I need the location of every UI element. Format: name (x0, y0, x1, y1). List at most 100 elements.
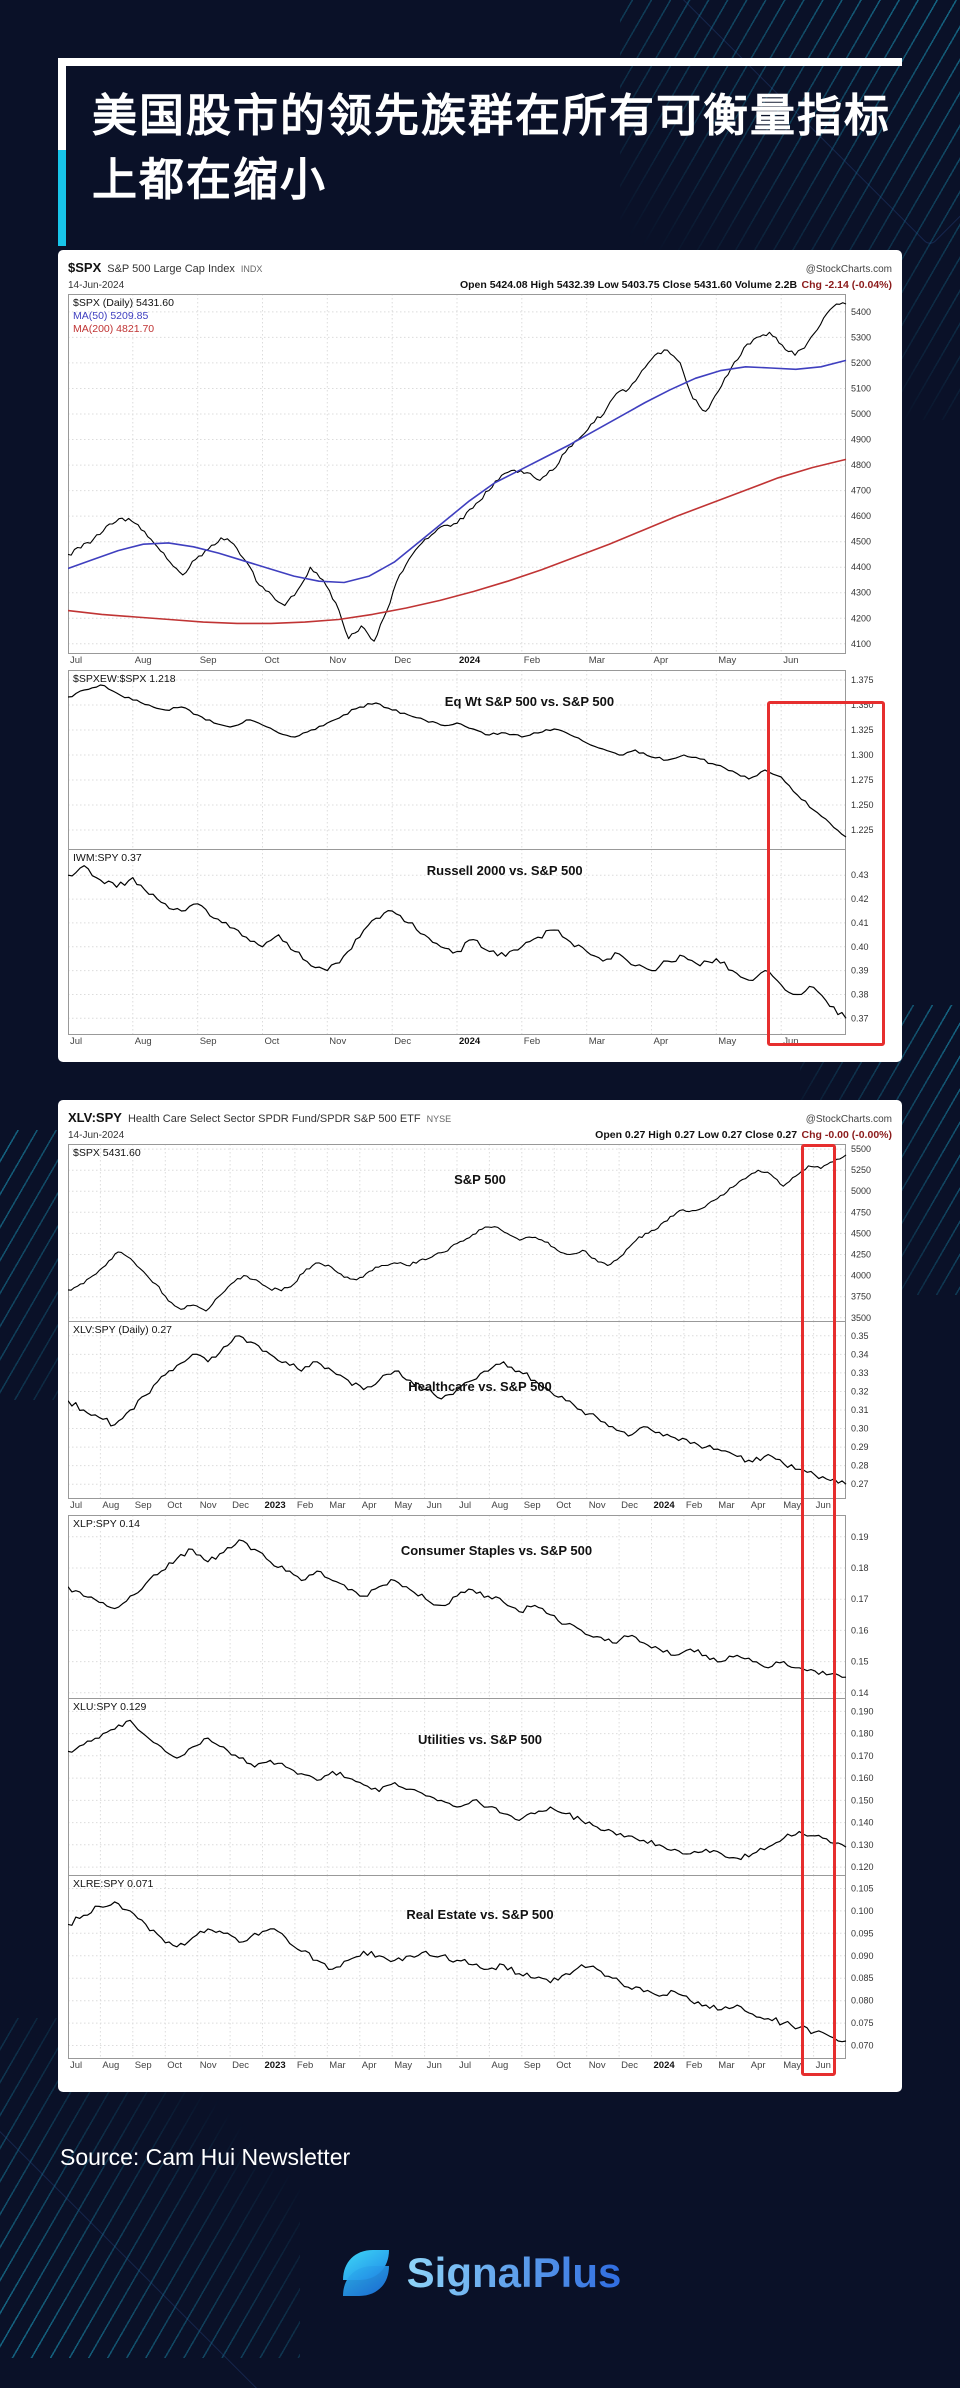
y-tick-label: 4600 (851, 511, 871, 521)
y-tick-label: 5200 (851, 358, 871, 368)
y-tick-label: 1.350 (851, 700, 874, 710)
month-label: Oct (264, 1036, 280, 1047)
month-label: Mar (329, 2060, 346, 2071)
month-label: Aug (134, 1036, 152, 1047)
page-title: 美国股市的领先族群在所有可衡量指标 上都在缩小 (58, 58, 902, 246)
month-label: Aug (102, 1500, 120, 1511)
month-label: Apr (750, 1500, 766, 1511)
month-label: Dec (232, 2060, 249, 2071)
month-label: Jul (70, 655, 83, 666)
y-tick-label: 0.32 (851, 1387, 869, 1397)
month-label: Jun (815, 1500, 831, 1511)
month-label: Oct (556, 1500, 572, 1511)
month-label: Sep (199, 655, 217, 666)
title-bracket-top (58, 58, 902, 66)
month-label: Aug (102, 2060, 120, 2071)
spx-chart-card: $SPX S&P 500 Large Cap Index INDX @Stock… (58, 250, 902, 1062)
month-label: Mar (588, 655, 606, 666)
y-tick-label: 4100 (851, 639, 871, 649)
month-label: Feb (685, 1500, 703, 1511)
x-axis-months: Jul Aug Sep Oct Nov Dec 2023 Feb Mar Apr May Jun Jul… (68, 2059, 892, 2075)
panel-label-xlre: Real Estate vs. S&P 500 (406, 1907, 554, 1922)
month-label: 2023 (264, 1500, 286, 1511)
y-tick-label: 4000 (851, 1271, 871, 1281)
y-tick-label: 0.35 (851, 1331, 869, 1341)
y-tick-label: 0.095 (851, 1928, 874, 1938)
y-tick-label: 0.090 (851, 1951, 874, 1961)
month-label: 2024 (459, 1036, 481, 1047)
month-label: Mar (718, 2060, 735, 2071)
month-label: Dec (621, 2060, 638, 2071)
y-tick-label: 0.150 (851, 1795, 874, 1805)
headline-line1: 美国股市的领先族群在所有可衡量指标 (92, 90, 892, 141)
y-tick-label: 0.085 (851, 1973, 874, 1983)
month-label: Oct (167, 1500, 183, 1511)
y-tick-label: 5250 (851, 1165, 871, 1175)
y-tick-label: 0.31 (851, 1405, 869, 1415)
brand-name: SignalPlus (406, 2249, 622, 2296)
month-label: Aug (491, 2060, 509, 2071)
legend-spx: $SPX (Daily) 5431.60 (73, 297, 174, 309)
month-label: Feb (296, 1500, 314, 1511)
sector-ratios-chart-card: XLV:SPY Health Care Select Sector SPDR F… (58, 1100, 902, 2092)
month-label: May (718, 655, 737, 666)
month-label: Jun (783, 1036, 799, 1047)
month-label: Oct (167, 2060, 183, 2071)
y-tick-label: 0.43 (851, 870, 869, 880)
x-axis-months: Jul Aug Sep Oct Nov Dec 2023 Feb Mar Apr May Jun Jul… (68, 1499, 892, 1515)
y-tick-label: 0.28 (851, 1461, 869, 1471)
month-label: Apr (361, 1500, 377, 1511)
month-label: Jun (815, 2060, 831, 2071)
y-tick-label: 0.075 (851, 2018, 874, 2028)
month-label: Feb (523, 1036, 541, 1047)
y-tick-label: 4400 (851, 562, 871, 572)
month-label: Jul (459, 2060, 472, 2071)
eqwt-ratio-panel: 1.375 1.350 1.325 1.300 1.275 1.250 1.225 $SPX… (68, 670, 892, 850)
month-label: May (394, 2060, 413, 2071)
month-label: Aug (134, 655, 152, 666)
y-tick-label: 1.250 (851, 800, 874, 810)
y-tick-label: 0.160 (851, 1773, 874, 1783)
month-label: Apr (653, 655, 669, 666)
signalplus-logo-icon (342, 2250, 389, 2296)
panel-label-xlu: Utilities vs. S&P 500 (417, 1732, 543, 1747)
spx-price-panel-2: 5500 5250 5000 4750 4500 4250 4000 3750 3500 $SP… (68, 1144, 892, 1322)
y-tick-label: 5000 (851, 409, 871, 419)
y-tick-label: 5000 (851, 1186, 871, 1196)
y-tick-label: 0.140 (851, 1818, 874, 1828)
y-tick-label: 5500 (851, 1144, 871, 1154)
month-label: Nov (588, 1500, 606, 1511)
headline: 美国股市的领先族群在所有可衡量指标 上都在缩小 (92, 84, 902, 212)
y-tick-label: 0.38 (851, 990, 869, 1000)
month-label: Apr (361, 2060, 377, 2071)
y-tick-label: 0.190 (851, 1706, 874, 1716)
y-tick-label: 0.27 (851, 1479, 869, 1489)
month-label: Nov (199, 1500, 217, 1511)
exchange-label: NYSE (426, 1114, 452, 1124)
realestate-ratio-panel: 0.105 0.100 0.095 0.090 0.085 0.080 0.075 0.070… (68, 1875, 892, 2059)
month-label: Dec (394, 1036, 412, 1047)
month-label: May (394, 1500, 413, 1511)
staples-ratio-panel: 0.19 0.18 0.17 0.16 0.15 0.14 XLP:SPY 0.14 Co… (68, 1515, 892, 1699)
y-tick-label: 0.105 (851, 1884, 874, 1894)
month-label: Mar (329, 1500, 346, 1511)
month-label: May (783, 1500, 802, 1511)
spx-price-panel: 5400 5300 5200 5100 5000 4900 4800 4700 4600 4500… (68, 294, 892, 654)
fund-name: Health Care Select Sector SPDR Fund/SPDR… (127, 1113, 421, 1125)
stockcharts-credit: @StockCharts.com (805, 264, 892, 275)
title-bracket-accent (58, 150, 66, 246)
month-label: Jul (70, 1500, 83, 1511)
y-tick-label: 0.34 (851, 1349, 869, 1359)
y-tick-label: 5400 (851, 307, 871, 317)
y-tick-label: 4250 (851, 1250, 871, 1260)
y-tick-label: 0.33 (851, 1368, 869, 1378)
y-tick-label: 4700 (851, 486, 871, 496)
month-label: Feb (523, 655, 541, 666)
y-tick-label: 0.120 (851, 1862, 874, 1872)
y-tick-label: 4500 (851, 1228, 871, 1238)
month-label: Oct (556, 2060, 572, 2071)
utilities-ratio-panel: 0.190 0.180 0.170 0.160 0.150 0.140 0.130 0.120… (68, 1698, 892, 1876)
source-credit: Source: Cam Hui Newsletter (60, 2144, 351, 2170)
y-tick-label: 0.130 (851, 1840, 874, 1850)
month-label: Mar (718, 1500, 735, 1511)
